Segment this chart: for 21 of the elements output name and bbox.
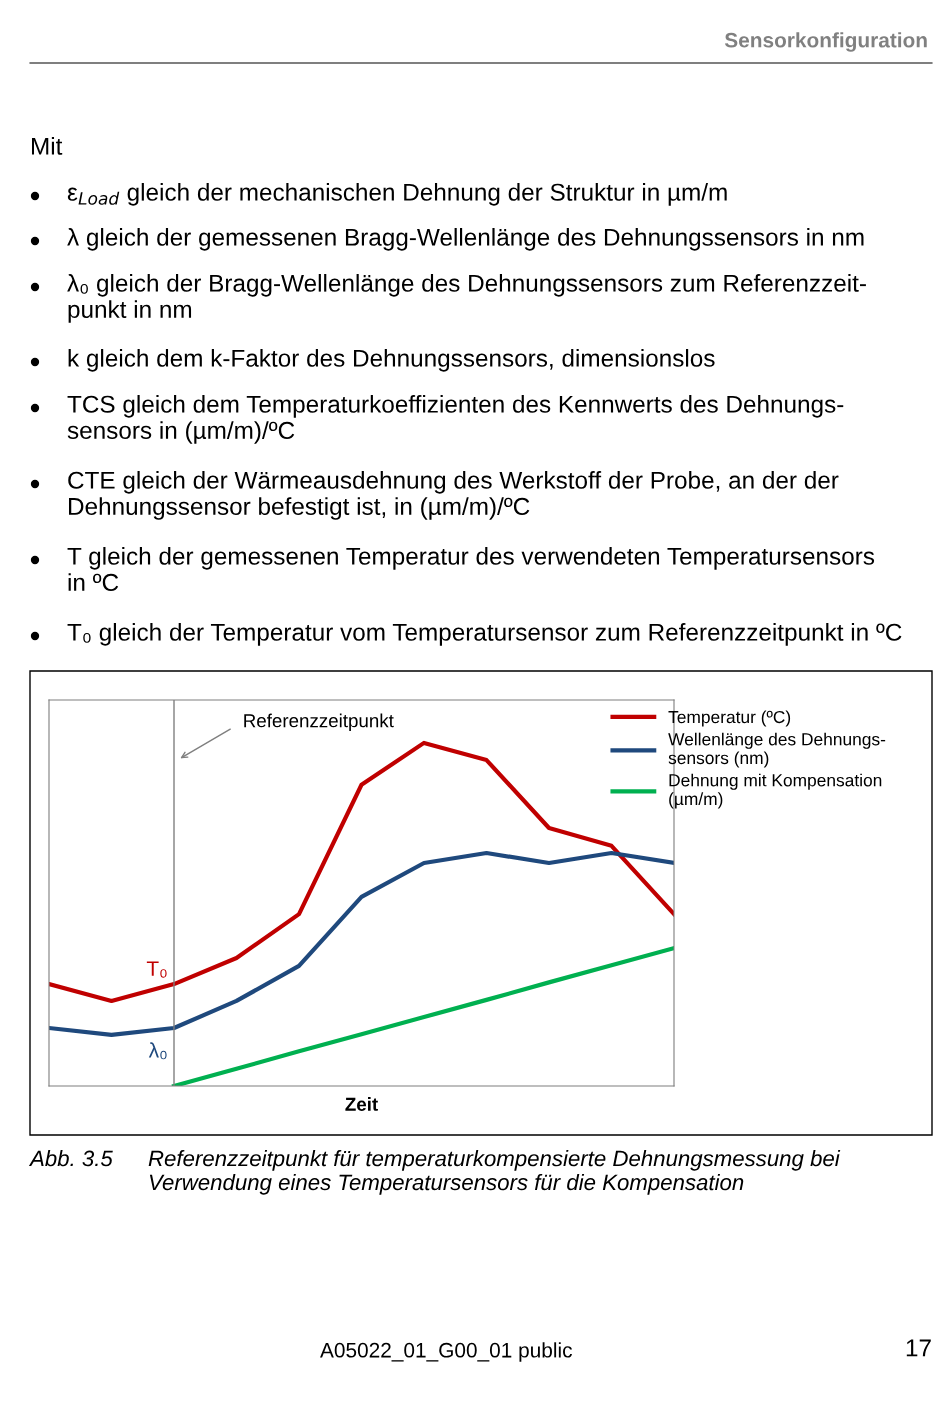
text: λ gleich der gemessenen Bragg-Wellenlänge des Dehnungssensors in nm (67, 228, 864, 251)
text: TCS gleich dem Temperaturkoeffizienten des Kennwerts des Dehnungs- sensors in (µm/m)/ºC (67, 395, 844, 444)
caption: Abb. 3.5 (28, 1150, 113, 1167)
annotation: λ₀ (148, 1042, 167, 1060)
text: CTE gleich der Wärmeausdehnung des Werkstoff der Probe, an der der Dehnungssensor befestigt ist, in (µm/m)/ºC (68, 471, 839, 520)
text: λ₀ gleich der Bragg-Wellenlänge des Dehnungssensors zum Referenzzeit- punkt in nm (67, 274, 866, 323)
legend-label: Dehnung mit Kompensation (µm/m) (669, 773, 882, 809)
text: 17 (906, 1339, 931, 1357)
text: Sensorkonfiguration (724, 32, 927, 52)
text: T gleich der gemessenen Temperatur des verwendeten Temperatursensors in ºC (67, 547, 875, 592)
text: Referenzzeitpunkt für temperaturkompensierte Dehnungsmessung bei Verwendung eines Temperatursensors für die Kompensation (148, 1150, 841, 1195)
text: A05022_01_G00_01 public (320, 1342, 572, 1362)
annotation: T₀ (146, 961, 167, 978)
text: ε$_{Load}$ gleich der mechanischen Dehnung der Struktur in µm/m (67, 183, 727, 206)
legend-label: Temperatur (ºC) (668, 710, 791, 727)
legend-label: Wellenlänge des Dehnungs- sensors (nm) (668, 732, 886, 768)
text: k gleich dem k-Faktor des Dehnungssensors, dimensionslos (68, 349, 715, 372)
text: Mit (31, 137, 63, 155)
text: T₀ gleich der Temperatur vom Temperatursensor zum Referenzzeitpunkt in ºC (67, 623, 902, 646)
text: Referenzzeitpunkt (244, 713, 394, 732)
x-axis-title: Zeit (345, 1097, 378, 1111)
